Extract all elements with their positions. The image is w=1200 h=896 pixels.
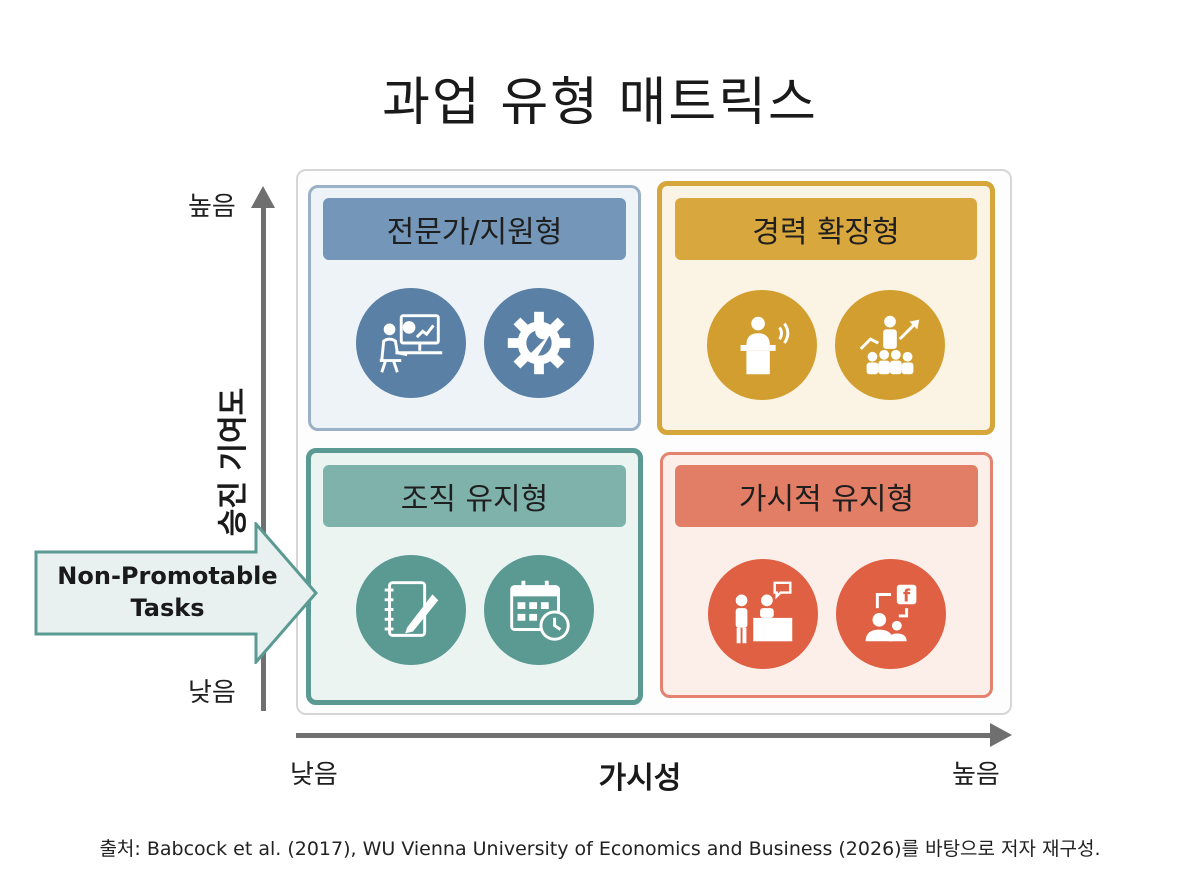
quadrant-label: 전문가/지원형 (323, 198, 626, 260)
y-axis-high-label: 높음 (188, 192, 236, 222)
non-promotable-tasks-callout: Non-Promotable Tasks (34, 522, 324, 664)
callout-arrow-icon (34, 522, 318, 664)
quadrant-label: 가시적 유지형 (675, 465, 978, 527)
callout-line-1: Non-Promotable (57, 562, 278, 590)
source-note: 출처: Babcock et al. (2017), WU Vienna Uni… (99, 838, 1101, 860)
x-axis-title: 가시성 (598, 761, 682, 796)
social-media-icon: f (835, 559, 946, 669)
leader-growth-icon (835, 290, 945, 400)
quadrant-organizational-maintenance: 조직 유지형 (306, 448, 643, 705)
y-axis-line (261, 205, 266, 711)
quadrant-visible-maintenance: 가시적 유지형 f (660, 452, 993, 698)
y-axis-low-label: 낮음 (188, 678, 236, 708)
x-axis-arrow-icon (990, 723, 1012, 747)
x-axis-line (296, 733, 992, 738)
notebook-pencil-icon (355, 555, 466, 665)
quadrant-career-expansion: 경력 확장형 (657, 181, 995, 435)
svg-text:f: f (902, 586, 910, 605)
y-axis-arrow-icon (251, 186, 275, 208)
reception-desk-icon (707, 559, 818, 669)
page-title: 과업 유형 매트릭스 (382, 73, 818, 133)
callout-line-2: Tasks (130, 594, 205, 622)
quadrant-expert-support: 전문가/지원형 (308, 185, 641, 431)
speaker-podium-icon (707, 290, 817, 400)
analyst-at-desk-icon (355, 288, 466, 398)
quadrant-label: 경력 확장형 (675, 198, 977, 260)
x-axis-low-label: 낮음 (290, 760, 338, 790)
calendar-clock-icon (483, 555, 594, 665)
gear-wrench-icon (483, 288, 594, 398)
quadrant-label: 조직 유지형 (323, 465, 626, 527)
x-axis-high-label: 높음 (952, 760, 1000, 790)
